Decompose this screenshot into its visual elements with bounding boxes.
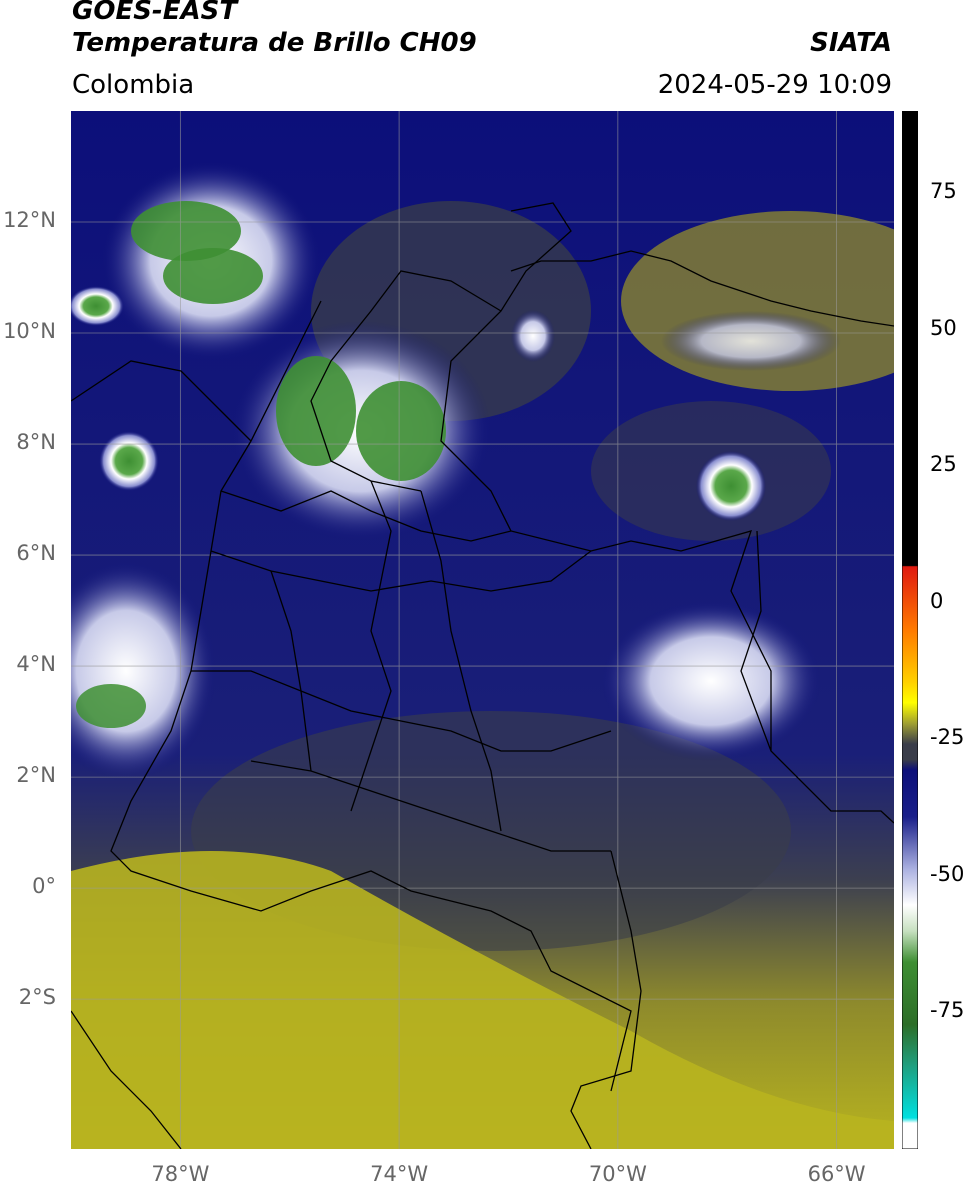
departments-6	[420, 490, 502, 832]
latitude-tick-label: 2°S	[18, 985, 56, 1010]
cloud-east-cell	[696, 451, 766, 521]
warm-region-south	[71, 851, 894, 1149]
colorbar-ramp	[902, 111, 918, 1149]
colorbar-tick-label: -25	[930, 725, 965, 750]
departments-2	[210, 550, 592, 592]
region-label: Colombia	[72, 70, 195, 100]
cloud-east-venezuela	[601, 601, 821, 761]
longitude-tick-label: 70°W	[588, 1162, 647, 1186]
venezuela-coast	[510, 250, 894, 327]
satellite-title: GOES-EAST	[72, 0, 238, 26]
cloud-lake-cell	[511, 310, 555, 362]
colorbar-tick-label: 75	[930, 178, 957, 203]
timestamp-label: 2024-05-29 10:09	[657, 70, 892, 100]
cloud-north-colombia-core-1	[276, 356, 356, 466]
departments-5	[350, 480, 392, 812]
cloud-island-cell	[71, 286, 124, 326]
latitude-tick-label: 6°N	[16, 541, 56, 566]
latitude-tick-label: 8°N	[16, 430, 56, 455]
longitude-tick-label: 66°W	[807, 1162, 866, 1186]
cloud-west-cell	[99, 431, 159, 491]
latitude-tick-label: 12°N	[3, 208, 56, 233]
peru-brazil-line	[570, 850, 642, 1149]
graticule	[71, 111, 894, 1149]
colombia-west-coast	[110, 300, 632, 1092]
longitude-tick-label: 78°W	[151, 1162, 210, 1186]
colorbar-tick-label: -50	[930, 861, 965, 886]
panama-isthmus	[71, 360, 252, 442]
product-title: Temperatura de Brillo CH09	[72, 28, 477, 58]
brand-label: SIATA	[810, 28, 892, 58]
colorbar-tick-label: 25	[930, 452, 957, 477]
latitude-tick-label: 0°	[32, 874, 56, 899]
latitude-tick-label: 10°N	[3, 319, 56, 344]
country-borders	[71, 202, 894, 1149]
ecuador-peru	[71, 1010, 182, 1149]
colorbar-tick-label: 50	[930, 315, 957, 340]
departments-3	[191, 670, 612, 752]
colorbar	[902, 111, 918, 1149]
satellite-map[interactable]	[71, 111, 894, 1149]
cloud-north-colombia-core-2	[356, 381, 446, 481]
cloud-northeast-band	[661, 311, 841, 371]
colombia-south	[310, 270, 502, 492]
colorbar-tick-label: -75	[930, 998, 965, 1023]
colorbar-tick-label: 0	[930, 588, 944, 613]
latitude-tick-label: 4°N	[16, 652, 56, 677]
longitude-tick-label: 74°W	[370, 1162, 429, 1186]
cloud-caribbean-core-2	[163, 248, 263, 304]
cloud-caribbean-core-1	[131, 201, 241, 261]
cloud-pacific-core	[76, 684, 146, 728]
latitude-tick-label: 2°N	[16, 763, 56, 788]
departments-1	[220, 490, 512, 542]
departments-7	[270, 570, 312, 772]
